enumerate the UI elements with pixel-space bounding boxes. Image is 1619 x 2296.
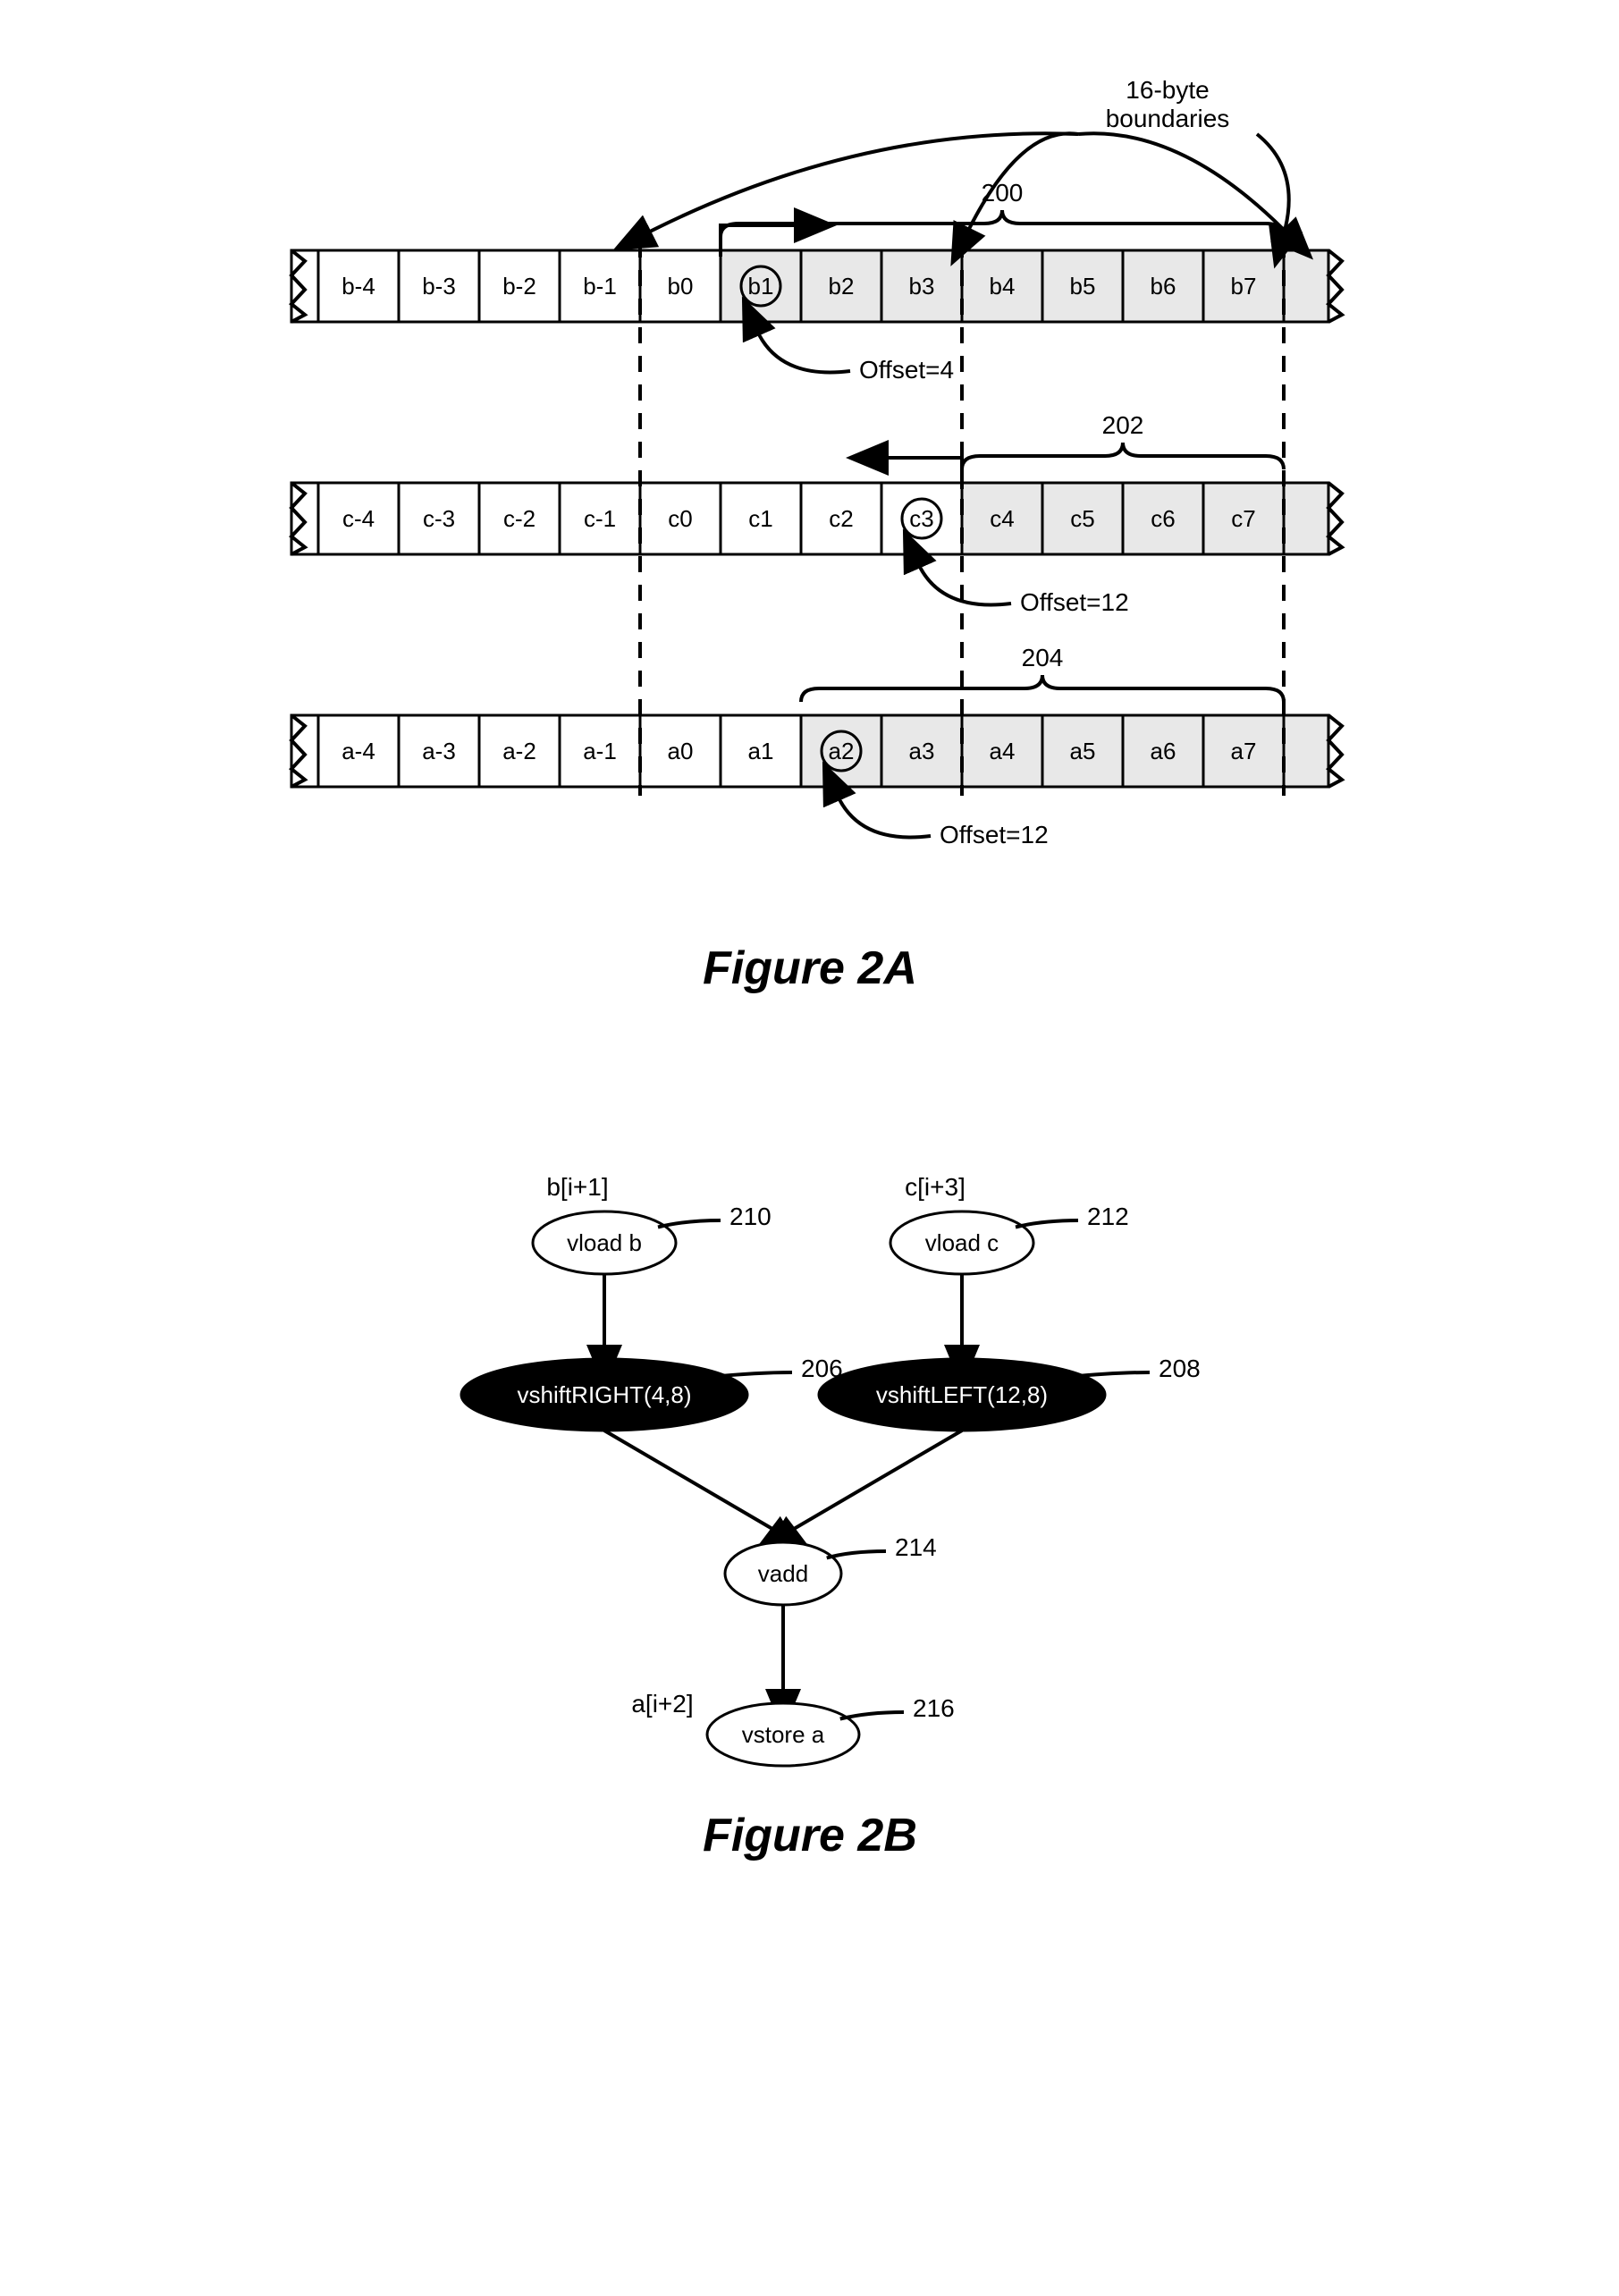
svg-text:c1: c1 — [748, 505, 772, 532]
svg-text:c-4: c-4 — [342, 505, 374, 532]
svg-text:b0: b0 — [667, 273, 693, 300]
svg-text:Figure 2A: Figure 2A — [703, 942, 917, 994]
svg-text:200: 200 — [981, 179, 1023, 207]
svg-text:a1: a1 — [747, 738, 773, 764]
svg-text:a4: a4 — [989, 738, 1015, 764]
svg-text:a2: a2 — [828, 738, 854, 764]
svg-text:c5: c5 — [1070, 505, 1094, 532]
svg-text:vload c: vload c — [924, 1229, 998, 1256]
svg-text:Offset=12: Offset=12 — [1020, 588, 1129, 616]
svg-text:vshiftLEFT(12,8): vshiftLEFT(12,8) — [875, 1381, 1047, 1408]
svg-text:208: 208 — [1159, 1355, 1201, 1382]
svg-text:c4: c4 — [990, 505, 1014, 532]
svg-text:Figure 2B: Figure 2B — [703, 1810, 917, 1861]
svg-text:b-2: b-2 — [502, 273, 536, 300]
svg-text:b7: b7 — [1230, 273, 1256, 300]
svg-text:c-1: c-1 — [583, 505, 615, 532]
svg-text:a0: a0 — [667, 738, 693, 764]
svg-text:b-4: b-4 — [342, 273, 375, 300]
svg-text:b2: b2 — [828, 273, 854, 300]
svg-text:a[i+2]: a[i+2] — [631, 1690, 693, 1718]
svg-text:202: 202 — [1101, 411, 1143, 439]
svg-text:c-3: c-3 — [422, 505, 454, 532]
svg-text:a-2: a-2 — [502, 738, 536, 764]
svg-text:b5: b5 — [1069, 273, 1095, 300]
svg-text:c-2: c-2 — [502, 505, 535, 532]
svg-text:b1: b1 — [747, 273, 773, 300]
svg-text:vadd: vadd — [757, 1560, 807, 1587]
svg-text:a5: a5 — [1069, 738, 1095, 764]
svg-text:b-1: b-1 — [583, 273, 617, 300]
svg-text:b-3: b-3 — [422, 273, 456, 300]
svg-text:vstore a: vstore a — [741, 1721, 824, 1748]
svg-text:b[i+1]: b[i+1] — [546, 1173, 608, 1201]
svg-text:204: 204 — [1021, 644, 1063, 671]
svg-text:16-byte: 16-byte — [1126, 76, 1209, 104]
svg-text:214: 214 — [895, 1533, 937, 1561]
graph-edge — [783, 1431, 962, 1535]
svg-text:a-1: a-1 — [583, 738, 617, 764]
svg-text:vshiftRIGHT(4,8): vshiftRIGHT(4,8) — [517, 1381, 691, 1408]
svg-text:212: 212 — [1087, 1203, 1129, 1230]
svg-text:boundaries: boundaries — [1105, 105, 1229, 132]
svg-text:c0: c0 — [668, 505, 692, 532]
svg-text:Offset=12: Offset=12 — [940, 821, 1049, 848]
svg-text:a-4: a-4 — [342, 738, 375, 764]
svg-text:b4: b4 — [989, 273, 1015, 300]
svg-text:216: 216 — [913, 1694, 955, 1722]
svg-text:b3: b3 — [908, 273, 934, 300]
svg-text:c2: c2 — [829, 505, 853, 532]
graph-edge — [604, 1431, 783, 1535]
svg-text:Offset=4: Offset=4 — [859, 356, 954, 384]
diagram-root: b-4 b-3 b-2 b-1 b0 b1 b2 b3 b4 b5 b6 b7 200 Offset=4 c… — [229, 36, 1391, 1913]
svg-text:a7: a7 — [1230, 738, 1256, 764]
svg-text:c6: c6 — [1151, 505, 1175, 532]
svg-text:210: 210 — [729, 1203, 772, 1230]
svg-text:b6: b6 — [1150, 273, 1176, 300]
svg-text:vload b: vload b — [567, 1229, 642, 1256]
svg-text:c[i+3]: c[i+3] — [905, 1173, 965, 1201]
svg-text:c7: c7 — [1231, 505, 1255, 532]
svg-text:c3: c3 — [909, 505, 933, 532]
svg-text:a6: a6 — [1150, 738, 1176, 764]
svg-text:a3: a3 — [908, 738, 934, 764]
svg-text:a-3: a-3 — [422, 738, 456, 764]
